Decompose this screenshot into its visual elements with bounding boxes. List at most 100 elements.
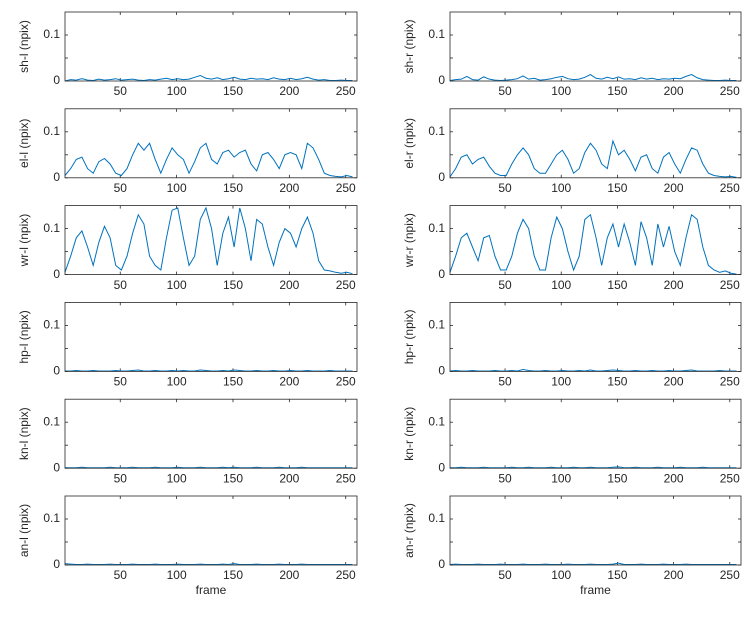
- y-tick-label: 0.1: [428, 27, 445, 41]
- plot-area: [65, 302, 357, 371]
- y-tick-label: 0: [438, 267, 445, 281]
- x-tick-label: 50: [114, 568, 128, 582]
- y-axis-label: an-r (npix): [402, 503, 416, 558]
- plot-area: [450, 109, 741, 178]
- x-tick-label: 100: [551, 568, 571, 582]
- y-tick-label: 0.1: [428, 318, 445, 332]
- x-tick-label: 100: [167, 375, 187, 389]
- x-tick-label: 150: [223, 375, 243, 389]
- plot-area: [65, 109, 357, 178]
- y-tick-label: 0.1: [43, 318, 60, 332]
- x-tick-label: 100: [167, 181, 187, 195]
- y-axis-label: kn-l (npix): [17, 407, 31, 460]
- x-tick-label: 100: [551, 84, 571, 98]
- x-tick-label: 50: [114, 84, 128, 98]
- x-tick-label: 100: [551, 181, 571, 195]
- y-tick-label: 0.1: [43, 124, 60, 138]
- x-tick-label: 50: [498, 84, 512, 98]
- x-tick-label: 50: [114, 181, 128, 195]
- y-tick-label: 0: [53, 557, 60, 571]
- x-tick-label: 150: [223, 278, 243, 292]
- x-tick-label: 150: [607, 375, 627, 389]
- x-tick-label: 250: [336, 471, 356, 485]
- plot-area: [65, 399, 357, 468]
- x-tick-label: 50: [498, 568, 512, 582]
- y-tick-label: 0.1: [43, 221, 60, 235]
- x-tick-label: 250: [336, 181, 356, 195]
- x-tick-label: 200: [279, 181, 299, 195]
- plot-area: [65, 496, 357, 565]
- x-tick-label: 100: [167, 84, 187, 98]
- x-tick-label: 150: [223, 181, 243, 195]
- x-tick-label: 100: [167, 471, 187, 485]
- y-tick-label: 0.1: [428, 124, 445, 138]
- x-tick-label: 250: [720, 181, 740, 195]
- x-tick-label: 200: [279, 471, 299, 485]
- x-tick-label: 150: [223, 84, 243, 98]
- x-tick-label: 100: [551, 471, 571, 485]
- x-axis-label: frame: [580, 583, 611, 597]
- y-tick-label: 0: [53, 73, 60, 87]
- x-tick-label: 200: [279, 84, 299, 98]
- y-axis-label: wr-l (npix): [17, 214, 31, 268]
- x-tick-label: 150: [607, 471, 627, 485]
- plot-area: [65, 12, 357, 81]
- x-tick-label: 50: [114, 278, 128, 292]
- x-tick-label: 150: [607, 84, 627, 98]
- x-tick-label: 200: [664, 84, 684, 98]
- x-tick-label: 150: [607, 568, 627, 582]
- x-tick-label: 200: [279, 375, 299, 389]
- y-axis-label: hp-l (npix): [17, 310, 31, 363]
- x-tick-label: 50: [498, 375, 512, 389]
- x-tick-label: 250: [720, 278, 740, 292]
- x-axis-label: frame: [196, 583, 227, 597]
- x-tick-label: 100: [167, 568, 187, 582]
- x-tick-label: 250: [720, 375, 740, 389]
- y-tick-label: 0: [53, 364, 60, 378]
- y-tick-label: 0: [438, 364, 445, 378]
- y-tick-label: 0: [438, 170, 445, 184]
- x-tick-label: 200: [279, 568, 299, 582]
- y-axis-label: an-l (npix): [17, 504, 31, 557]
- x-tick-label: 150: [607, 278, 627, 292]
- x-tick-label: 200: [664, 568, 684, 582]
- x-tick-label: 50: [498, 181, 512, 195]
- x-tick-label: 250: [336, 84, 356, 98]
- y-tick-label: 0: [438, 73, 445, 87]
- y-tick-label: 0: [438, 557, 445, 571]
- y-tick-label: 0.1: [43, 414, 60, 428]
- x-tick-label: 150: [223, 568, 243, 582]
- x-tick-label: 150: [607, 181, 627, 195]
- x-tick-label: 250: [720, 568, 740, 582]
- x-tick-label: 100: [551, 375, 571, 389]
- plot-area: [450, 496, 741, 565]
- y-tick-label: 0.1: [43, 27, 60, 41]
- x-tick-label: 250: [720, 471, 740, 485]
- x-tick-label: 200: [664, 471, 684, 485]
- plot-area: [450, 302, 741, 371]
- y-tick-label: 0: [53, 460, 60, 474]
- x-tick-label: 100: [167, 278, 187, 292]
- y-axis-label: wr-r (npix): [402, 213, 416, 268]
- x-tick-label: 200: [664, 278, 684, 292]
- y-axis-label: el-l (npix): [17, 119, 31, 168]
- x-tick-label: 150: [223, 471, 243, 485]
- plot-area: [450, 206, 741, 275]
- y-axis-label: el-r (npix): [402, 118, 416, 169]
- x-tick-label: 250: [336, 568, 356, 582]
- plot-area: [450, 399, 741, 468]
- y-tick-label: 0.1: [428, 511, 445, 525]
- y-tick-label: 0.1: [428, 414, 445, 428]
- plot-area: [450, 12, 741, 81]
- x-tick-label: 250: [336, 278, 356, 292]
- x-tick-label: 50: [114, 375, 128, 389]
- y-tick-label: 0.1: [428, 221, 445, 235]
- plot-area: [65, 206, 357, 275]
- x-tick-label: 50: [114, 471, 128, 485]
- y-axis-label: sh-l (npix): [17, 20, 31, 73]
- y-axis-label: hp-r (npix): [402, 310, 416, 365]
- x-tick-label: 200: [279, 278, 299, 292]
- y-tick-label: 0: [438, 460, 445, 474]
- x-tick-label: 50: [498, 278, 512, 292]
